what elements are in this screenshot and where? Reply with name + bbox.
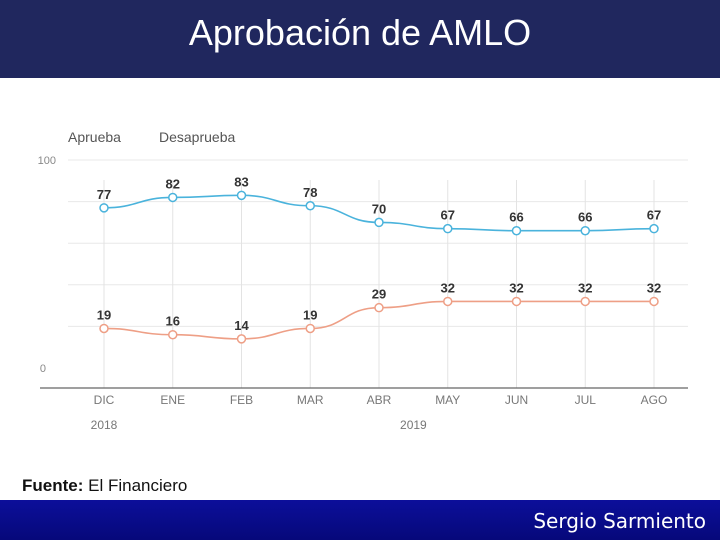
data-point-desaprueba	[168, 329, 178, 340]
data-point-desaprueba	[305, 323, 315, 334]
data-label-aprueba: 70	[372, 201, 386, 216]
data-label-aprueba: 82	[166, 176, 180, 191]
data-label-desaprueba: 32	[509, 280, 523, 295]
data-label-aprueba: 78	[303, 185, 317, 200]
data-point-desaprueba	[374, 302, 384, 313]
data-point-aprueba	[236, 190, 247, 201]
title-bar: Aprobación de AMLO	[0, 0, 720, 78]
approval-chart: Aprueba Desaprueba 100 0 DIC ENE FEB MAR ABR MAY J…	[28, 110, 708, 440]
data-point-aprueba	[374, 217, 384, 228]
data-label-desaprueba: 32	[647, 280, 661, 295]
x-tick-label: FEB	[230, 393, 253, 407]
data-label-desaprueba: 19	[97, 307, 111, 322]
data-label-aprueba: 83	[234, 174, 248, 189]
source-text: El Financiero	[88, 476, 188, 495]
data-point-aprueba	[511, 225, 522, 236]
data-label-desaprueba: 19	[303, 307, 317, 322]
x-tick-label: ENE	[160, 393, 185, 407]
y-tick-label: 100	[38, 155, 56, 167]
x-tick-label: AGO	[641, 393, 668, 407]
data-label-desaprueba: 14	[234, 318, 249, 333]
legend-aprueba: Aprueba	[68, 129, 121, 145]
data-label-aprueba: 67	[441, 208, 455, 223]
data-label-desaprueba: 29	[372, 287, 386, 302]
footer-bar: Sergio Sarmiento	[0, 500, 720, 540]
data-label-aprueba: 77	[97, 187, 111, 202]
data-label-desaprueba: 32	[578, 280, 592, 295]
author-name: Sergio Sarmiento	[533, 509, 706, 533]
data-point-aprueba	[443, 223, 453, 234]
data-label-aprueba: 66	[509, 210, 523, 225]
legend-desaprueba: Desaprueba	[159, 129, 235, 145]
data-point-desaprueba	[649, 296, 659, 307]
x-tick-label: JUL	[575, 393, 597, 407]
page-title: Aprobación de AMLO	[188, 12, 532, 53]
data-point-aprueba	[99, 203, 109, 213]
x-tick-label: ABR	[367, 393, 392, 407]
data-point-desaprueba	[511, 296, 522, 307]
year-label: 2019	[400, 418, 427, 432]
data-point-desaprueba	[443, 296, 453, 307]
data-point-aprueba	[580, 225, 590, 236]
data-point-aprueba	[649, 223, 659, 234]
data-point-aprueba	[168, 192, 178, 203]
data-point-desaprueba	[580, 296, 590, 307]
data-point-desaprueba	[99, 323, 109, 334]
data-label-aprueba: 67	[647, 208, 661, 223]
x-tick-label: MAY	[435, 393, 460, 407]
x-tick-label: MAR	[297, 393, 324, 407]
y-tick-label: 0	[40, 363, 46, 375]
data-label-aprueba: 66	[578, 210, 592, 225]
year-label: 2018	[91, 418, 118, 432]
data-label-desaprueba: 32	[441, 280, 455, 295]
source-label: Fuente:	[22, 476, 84, 495]
data-label-desaprueba: 16	[166, 314, 180, 329]
data-point-desaprueba	[236, 334, 247, 344]
chart-svg: Aprueba Desaprueba 100 0 DIC ENE FEB MAR ABR MAY J…	[38, 129, 688, 432]
x-tick-label: JUN	[505, 393, 528, 407]
data-point-aprueba	[305, 201, 315, 211]
x-tick-label: DIC	[94, 393, 115, 407]
source-note: Fuente: El Financiero	[22, 476, 187, 496]
